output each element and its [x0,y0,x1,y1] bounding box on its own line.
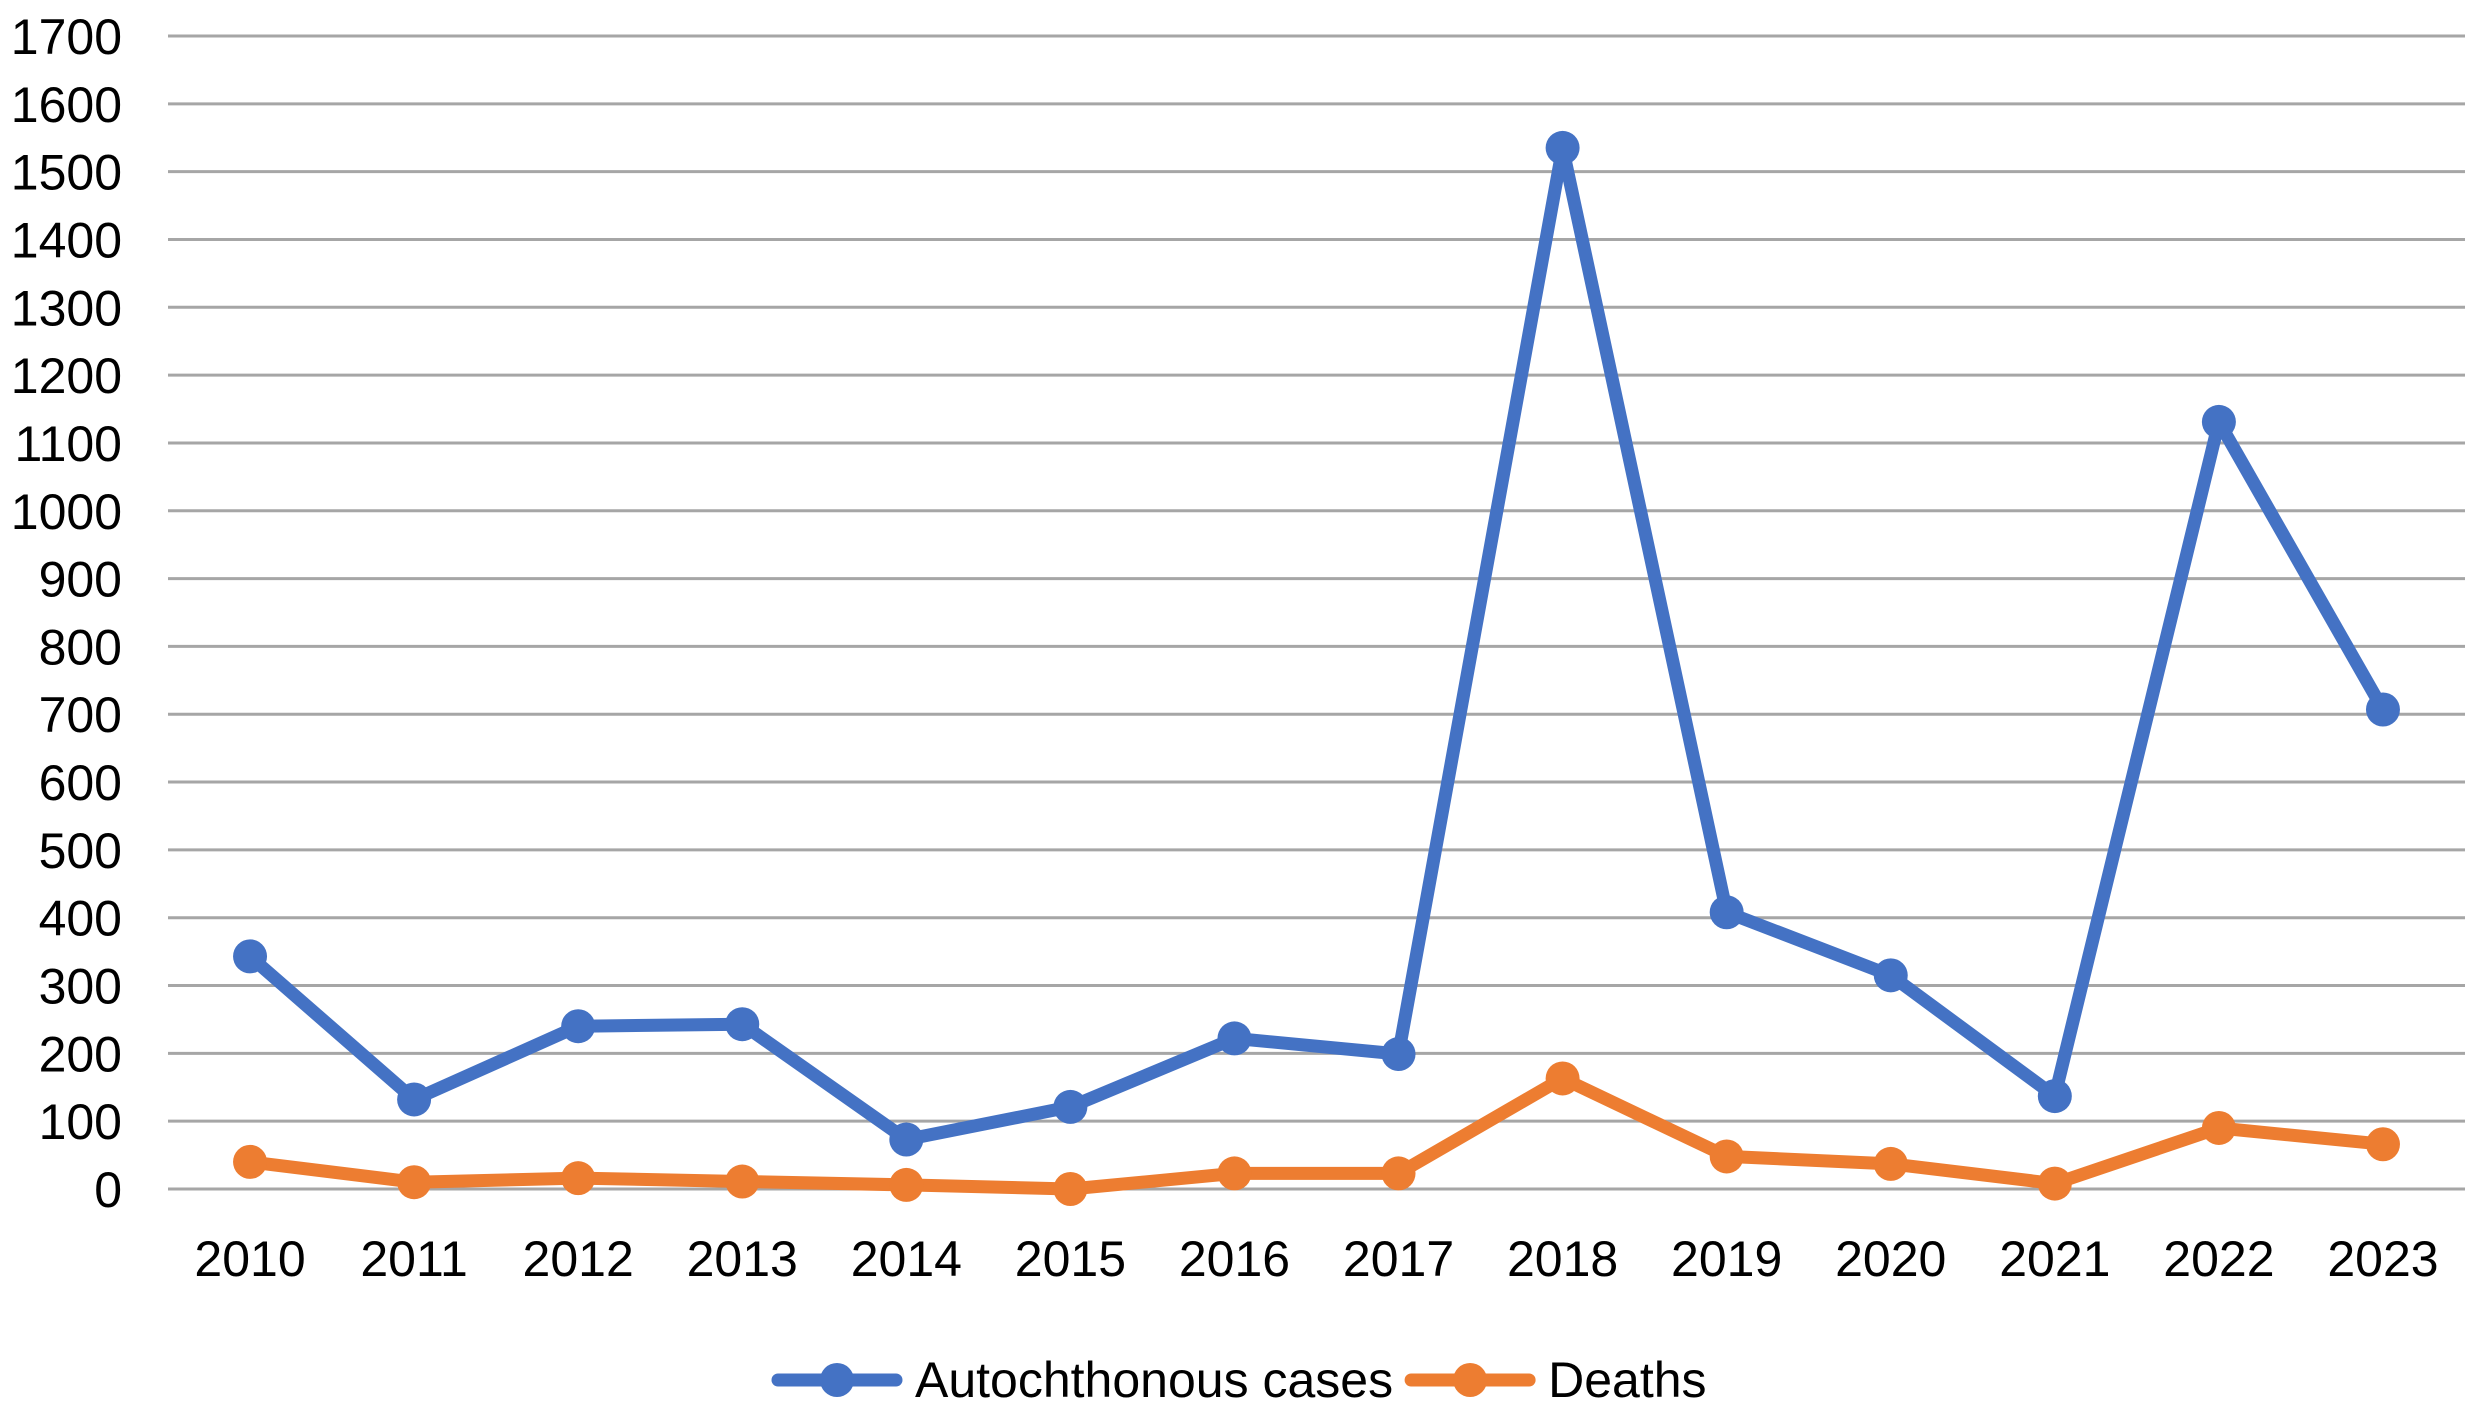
data-point [889,1122,924,1157]
x-tick-label: 2013 [687,1231,798,1287]
y-tick-label: 1000 [11,484,122,540]
y-tick-label: 400 [39,891,122,947]
series-line [243,141,2390,1146]
data-point [1545,1061,1580,1096]
data-point [725,1164,760,1199]
data-point [397,1082,432,1117]
data-point [233,939,268,974]
y-tick-label: 700 [39,687,122,743]
y-tick-label: 0 [94,1162,122,1218]
gridlines [168,34,2465,1191]
data-point [397,1165,432,1200]
x-tick-label: 2020 [1835,1231,1946,1287]
x-tick-label: 2015 [1015,1231,1126,1287]
y-tick-label: 900 [39,552,122,608]
y-tick-label: 800 [39,619,122,675]
data-point [233,1144,268,1179]
x-tick-label: 2022 [2163,1231,2274,1287]
data-point [1381,1037,1416,1072]
data-point [889,1167,924,1202]
series-deaths [233,1061,2400,1206]
x-tick-label: 2010 [194,1231,305,1287]
data-point [1053,1089,1088,1124]
y-tick-label: 300 [39,959,122,1015]
data-point [561,1009,596,1044]
data-point [1709,895,1744,930]
data-point [1381,1156,1416,1191]
y-tick-label: 1500 [11,145,122,201]
y-tick-label: 1200 [11,348,122,404]
data-point [1217,1021,1252,1056]
legend: Autochthonous cases Deaths [771,1352,1707,1408]
data-point [2037,1079,2072,1114]
series-lines [233,130,2400,1206]
data-point [1709,1139,1744,1174]
data-point [1545,130,1580,165]
data-point [1873,958,1908,993]
data-point [2201,404,2236,439]
x-tick-label: 2016 [1179,1231,1290,1287]
legend-label: Deaths [1548,1352,1706,1408]
data-point [2365,692,2400,727]
x-tick-label: 2017 [1343,1231,1454,1287]
y-tick-label: 200 [39,1026,122,1082]
data-point [725,1007,760,1042]
x-tick-label: 2014 [851,1231,962,1287]
x-tick-label: 2011 [360,1231,468,1287]
data-point [1053,1172,1088,1206]
y-tick-label: 1700 [11,9,122,65]
legend-label: Autochthonous cases [915,1352,1393,1408]
y-tick-label: 100 [39,1094,122,1150]
series-line [243,1071,2390,1196]
y-tick-label: 600 [39,755,122,811]
legend-swatch-marker [820,1363,854,1397]
y-tick-label: 1300 [11,280,122,336]
y-tick-label: 1600 [11,77,122,133]
x-tick-label: 2019 [1671,1231,1782,1287]
legend-item-autochthonous-cases: Autochthonous cases [771,1352,1393,1408]
y-axis-tick-labels: 0 100 200 300 400 500 600 700 800 900 1000 1100 1200… [11,9,122,1218]
y-tick-label: 1400 [11,212,122,268]
x-tick-label: 2021 [1999,1231,2110,1287]
x-tick-label: 2018 [1507,1231,1618,1287]
data-point [1873,1146,1908,1181]
legend-item-deaths: Deaths [1404,1352,1707,1408]
data-point [2365,1127,2400,1162]
x-axis-tick-labels: 2010 2011 2012 2013 2014 2015 2016 2017 2018 2019… [194,1231,2438,1287]
x-tick-label: 2012 [523,1231,634,1287]
data-point [1217,1156,1252,1191]
data-point [2037,1166,2072,1201]
data-point [2201,1110,2236,1145]
y-tick-label: 1100 [14,416,122,472]
y-tick-label: 500 [39,823,122,879]
data-point [561,1161,596,1196]
series-autochthonous-cases [233,130,2400,1157]
x-tick-label: 2023 [2327,1231,2438,1287]
legend-swatch-marker [1453,1363,1488,1397]
